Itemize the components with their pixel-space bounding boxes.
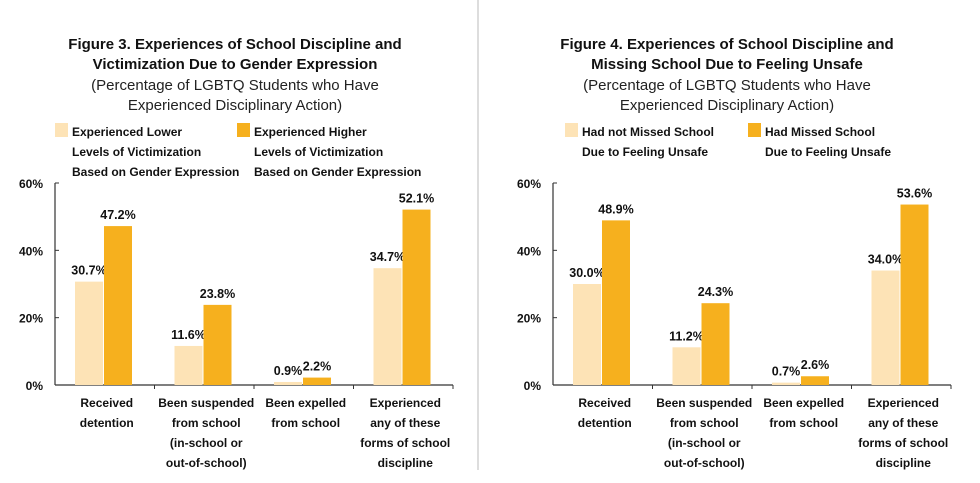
legend-item: Experienced Higher Levels of Victimizatio… <box>237 123 421 179</box>
legend-label: Based on Gender Expression <box>254 165 421 179</box>
category-label: from school <box>670 416 739 430</box>
category-label: Been expelled <box>763 396 844 410</box>
bar <box>402 209 431 385</box>
bar <box>75 281 103 385</box>
category-label: from school <box>172 416 241 430</box>
bar <box>573 284 601 385</box>
legend-swatch <box>237 123 250 137</box>
category-label: out-of-school) <box>664 456 745 470</box>
legend-label: Due to Feeling Unsafe <box>765 145 891 159</box>
bar <box>701 303 730 385</box>
bar <box>274 381 302 385</box>
category-label: Experienced <box>370 396 441 410</box>
chart-3: Figure 3. Experiences of School Discipli… <box>19 36 454 470</box>
category-label: (in-school or <box>170 436 243 450</box>
data-label: 53.6% <box>897 187 932 201</box>
legend-label: Had Missed School <box>765 125 875 139</box>
legend-label: Due to Feeling Unsafe <box>582 145 708 159</box>
chart-4: Figure 4. Experiences of School Discipli… <box>517 36 952 470</box>
chart-title: Figure 3. Experiences of School Discipli… <box>68 36 401 53</box>
y-tick-label: 60% <box>19 177 43 191</box>
y-tick-label: 20% <box>517 312 541 326</box>
data-label: 34.7% <box>370 250 405 264</box>
category-label: any of these <box>370 416 440 430</box>
chart-subtitle: Experienced Disciplinary Action) <box>128 97 342 114</box>
legend-label: Levels of Victimization <box>72 145 201 159</box>
bar <box>203 304 232 385</box>
data-label: 30.7% <box>71 264 106 278</box>
category-label: from school <box>769 416 838 430</box>
bar <box>772 382 800 385</box>
bar <box>900 204 929 385</box>
chart-title: Missing School Due to Feeling Unsafe <box>591 56 863 73</box>
legend-item: Experienced Lower Levels of Victimization… <box>55 123 239 179</box>
data-label: 2.6% <box>801 358 830 372</box>
legend-label: Experienced Higher <box>254 125 367 139</box>
chart-title: Victimization Due to Gender Expression <box>93 56 378 73</box>
data-label: 47.2% <box>100 208 135 222</box>
y-tick-label: 0% <box>524 379 542 393</box>
data-label: 0.9% <box>274 364 303 378</box>
legend-label: Had not Missed School <box>582 125 714 139</box>
category-label: from school <box>271 416 340 430</box>
bar <box>373 268 402 385</box>
y-tick-label: 40% <box>19 244 43 258</box>
category-label: Received <box>578 396 631 410</box>
data-label: 11.6% <box>171 328 206 342</box>
data-label: 34.0% <box>868 253 903 267</box>
legend-label: Levels of Victimization <box>254 145 383 159</box>
category-label: any of these <box>868 416 938 430</box>
y-tick-label: 40% <box>517 244 541 258</box>
category-label: detention <box>578 416 632 430</box>
y-tick-label: 0% <box>26 379 44 393</box>
category-label: discipline <box>876 456 932 470</box>
category-label: Been suspended <box>656 396 752 410</box>
chart-title: Figure 4. Experiences of School Discipli… <box>560 36 893 53</box>
chart-subtitle: (Percentage of LGBTQ Students who Have <box>583 77 871 94</box>
category-label: Received <box>80 396 133 410</box>
data-label: 11.2% <box>669 329 704 343</box>
data-label: 23.8% <box>200 287 235 301</box>
chart-subtitle: (Percentage of LGBTQ Students who Have <box>91 77 379 94</box>
data-label: 2.2% <box>303 360 332 374</box>
category-label: Experienced <box>868 396 939 410</box>
category-label: forms of school <box>858 436 948 450</box>
category-label: discipline <box>378 456 434 470</box>
category-label: out-of-school) <box>166 456 247 470</box>
y-tick-label: 20% <box>19 312 43 326</box>
legend-swatch <box>748 123 761 137</box>
legend-item: Had Missed School Due to Feeling Unsafe <box>748 123 891 159</box>
bar <box>303 377 331 385</box>
chart-subtitle: Experienced Disciplinary Action) <box>620 97 834 114</box>
data-label: 52.1% <box>399 192 434 206</box>
bar <box>174 345 203 385</box>
category-label: Been suspended <box>158 396 254 410</box>
legend-label: Experienced Lower <box>72 125 182 139</box>
bar <box>602 220 630 385</box>
legend-label: Based on Gender Expression <box>72 165 239 179</box>
category-label: (in-school or <box>668 436 741 450</box>
data-label: 48.9% <box>598 202 633 216</box>
bar <box>104 226 132 385</box>
y-tick-label: 60% <box>517 177 541 191</box>
legend-item: Had not Missed School Due to Feeling Unsa… <box>565 123 714 159</box>
legend-swatch <box>55 123 68 137</box>
data-label: 30.0% <box>569 266 604 280</box>
category-label: Been expelled <box>265 396 346 410</box>
category-label: detention <box>80 416 134 430</box>
data-label: 0.7% <box>772 365 801 379</box>
category-label: forms of school <box>360 436 450 450</box>
data-label: 24.3% <box>698 285 733 299</box>
legend-swatch <box>565 123 578 137</box>
bar <box>871 270 900 385</box>
bar <box>801 376 829 385</box>
bar <box>672 347 701 385</box>
